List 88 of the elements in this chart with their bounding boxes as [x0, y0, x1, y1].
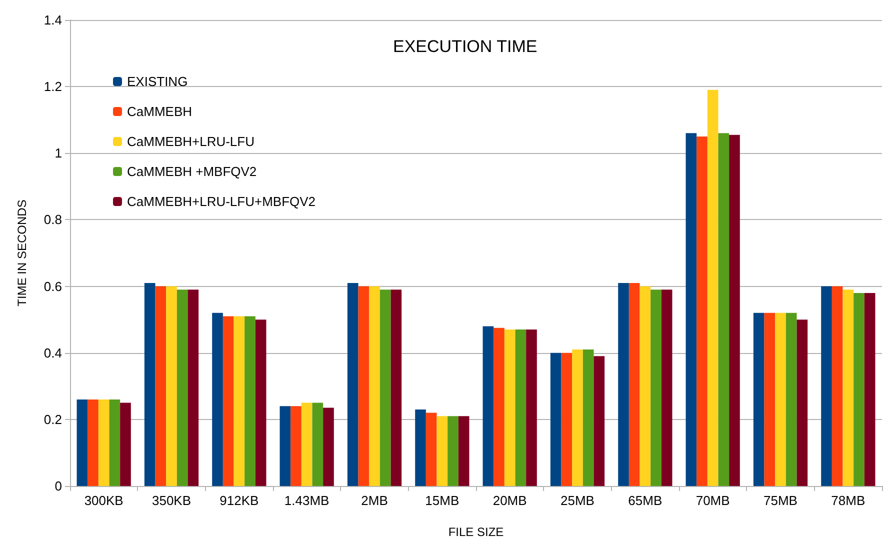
bar — [212, 312, 223, 486]
legend-label: CaMMEBH — [127, 104, 192, 119]
legend-label: EXISTING — [127, 74, 188, 89]
bar — [594, 356, 605, 486]
bar — [301, 402, 312, 486]
bar — [482, 326, 494, 486]
bar — [618, 282, 629, 486]
y-tick-label: 0.2 — [44, 412, 62, 427]
x-tick-label: 75MB — [764, 493, 798, 508]
bar — [415, 409, 426, 486]
y-tick-label: 1 — [54, 146, 62, 161]
bar — [661, 290, 672, 486]
bar — [561, 352, 572, 486]
bar — [696, 136, 708, 486]
bar — [88, 399, 98, 486]
text: EXECUTION TIME — [393, 37, 538, 56]
bar — [796, 320, 808, 486]
y-tick-label: 0.4 — [44, 345, 62, 360]
bar — [369, 286, 380, 486]
bar — [176, 290, 188, 486]
x-tick-label: 20MB — [492, 493, 527, 508]
bar — [144, 282, 156, 486]
bar — [494, 328, 504, 486]
x-tick-label: 300KB — [84, 493, 124, 508]
bar — [380, 290, 391, 486]
bar — [821, 286, 832, 486]
bar — [166, 286, 177, 486]
bar — [628, 282, 640, 486]
bar — [312, 402, 324, 486]
x-tick-label: 65MB — [628, 493, 662, 508]
bar — [572, 350, 583, 486]
y-tick-label: 1.4 — [44, 12, 62, 28]
y-tick-label: 0.6 — [44, 278, 62, 294]
bar — [854, 292, 864, 486]
x-tick-label: 2MB — [361, 493, 388, 508]
legend-label: CaMMEBH+LRU-LFU — [127, 134, 254, 149]
bar — [109, 399, 120, 486]
x-tick-label: 70MB — [696, 493, 730, 508]
bar — [504, 330, 516, 486]
bar — [280, 406, 291, 486]
bar — [222, 316, 234, 486]
bar — [832, 286, 843, 486]
x-tick-label: 25MB — [560, 493, 594, 508]
bar — [426, 412, 437, 486]
bar — [526, 330, 537, 486]
bar — [753, 312, 764, 486]
bar — [290, 406, 302, 486]
x-tick-label: 1.43MB — [284, 493, 330, 508]
bar — [347, 282, 358, 486]
bar — [550, 352, 562, 486]
bar — [650, 290, 662, 486]
bar — [244, 316, 256, 486]
bar — [686, 133, 697, 486]
bar — [764, 312, 776, 486]
x-tick-label: 15MB — [425, 493, 460, 508]
x-tick-label: 78MB — [831, 493, 866, 508]
bar — [515, 330, 526, 486]
x-tick-label: 350KB — [152, 493, 192, 508]
bar — [718, 133, 730, 486]
bar — [707, 90, 718, 486]
bar — [729, 134, 740, 486]
bar — [76, 399, 88, 486]
bar — [786, 312, 797, 486]
bar — [323, 408, 334, 486]
bar — [582, 350, 594, 486]
bar — [458, 416, 470, 486]
bar — [155, 286, 166, 486]
bar — [120, 402, 131, 486]
bar — [188, 290, 199, 486]
bar — [775, 312, 786, 486]
bar — [390, 290, 402, 486]
bar — [234, 316, 245, 486]
bar — [842, 290, 854, 486]
bar — [98, 399, 110, 486]
bar — [640, 286, 651, 486]
legend-label: CaMMEBH+LRU-LFU+MBFQV2 — [127, 194, 316, 209]
x-axis-title: FILE SIZE — [448, 525, 504, 539]
y-axis-title: TIME IN SECONDS — [15, 200, 29, 306]
bar — [864, 292, 876, 486]
y-tick-label: 0.8 — [44, 212, 62, 228]
bar — [448, 416, 458, 486]
x-tick-label: 912KB — [220, 493, 259, 508]
y-tick-label: 0 — [54, 478, 62, 494]
legend-label: CaMMEBH +MBFQV2 — [127, 164, 257, 179]
y-tick-label: 1.2 — [44, 79, 62, 94]
bar — [436, 416, 448, 486]
bar — [255, 320, 266, 486]
bar — [358, 286, 370, 486]
